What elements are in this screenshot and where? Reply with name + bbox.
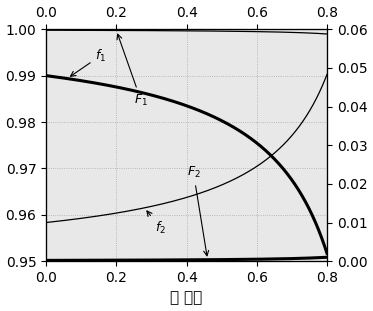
Text: $F_1$: $F_1$ xyxy=(117,34,148,108)
Text: $F_2$: $F_2$ xyxy=(186,165,209,256)
X-axis label: 转 化率: 转 化率 xyxy=(170,290,203,305)
Text: $\mathit{f}_1$: $\mathit{f}_1$ xyxy=(70,47,106,76)
Text: $\mathit{f}_2$: $\mathit{f}_2$ xyxy=(147,211,166,236)
